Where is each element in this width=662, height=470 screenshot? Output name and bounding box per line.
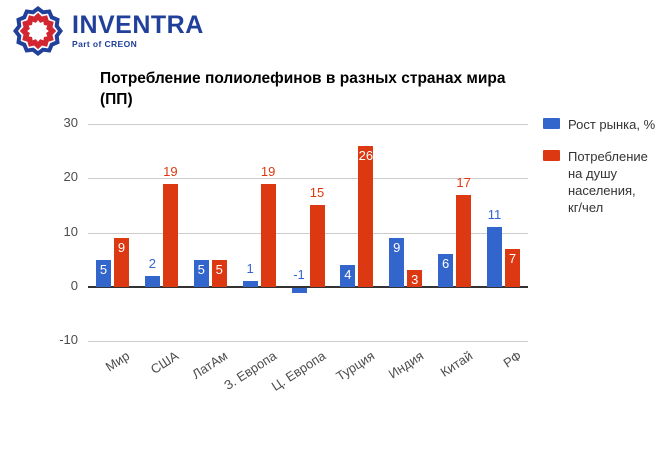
- bar-value-label: 9: [393, 239, 401, 255]
- bar-value-label: 9: [117, 239, 126, 255]
- bar[interactable]: [144, 275, 160, 287]
- gridline: [88, 285, 528, 288]
- bar[interactable]: [162, 183, 178, 287]
- bar-value-label: -1: [293, 266, 305, 282]
- gridline: [88, 232, 528, 234]
- bar-value-label: 7: [508, 250, 517, 266]
- logo-subtitle: Part of CREON: [72, 39, 138, 49]
- y-axis-tick-label: 20: [63, 169, 78, 185]
- inventra-gear-icon: [13, 6, 63, 56]
- legend-label: Рост рынка, %: [568, 117, 656, 132]
- bar[interactable]: [309, 205, 325, 287]
- bar[interactable]: [95, 259, 111, 287]
- y-axis-tick-label: 30: [63, 115, 78, 130]
- legend: Рост рынка, % Потребление на душу населен…: [543, 116, 655, 216]
- bar[interactable]: [340, 265, 356, 287]
- bar-value-label: 2: [148, 255, 156, 271]
- y-axis-tick-label: 10: [63, 223, 78, 239]
- bar[interactable]: [389, 237, 405, 287]
- y-axis-tick-label: -10: [59, 332, 78, 347]
- gridline: [88, 341, 528, 342]
- bar-value-label: 19: [163, 163, 178, 179]
- bar[interactable]: [260, 183, 276, 287]
- bar-value-label: 11: [487, 207, 502, 223]
- bar[interactable]: [456, 194, 472, 287]
- bar[interactable]: [193, 259, 209, 287]
- bar[interactable]: [358, 145, 374, 287]
- y-axis-tick-label: 0: [70, 277, 78, 293]
- plot-area: 30 20 10 0 -10 5 2 5 1 -1 4 9 6 11 9 19 5 19 15 26 3 17 7 Мир СШ…: [59, 115, 528, 394]
- logo-text-block: INVENTRA Part of CREON: [72, 11, 204, 50]
- bar[interactable]: [113, 237, 129, 287]
- bar-value-label: 26: [358, 147, 374, 163]
- logo-title: INVENTRA: [72, 11, 204, 39]
- bar[interactable]: [505, 248, 521, 287]
- bar[interactable]: [291, 287, 307, 294]
- bar-value-label: 17: [456, 174, 471, 190]
- bar-value-label: 5: [197, 261, 205, 277]
- bar[interactable]: [211, 259, 227, 287]
- bar-value-label: 19: [260, 163, 276, 179]
- chart-title-line1: Потребление полиолефинов в разных страна…: [100, 70, 506, 87]
- legend-label: Потребление на душу населения, кг/чел: [568, 149, 648, 215]
- chart-title: Потребление полиолефинов в разных страна…: [100, 68, 506, 110]
- bar-value-label: 15: [309, 185, 325, 201]
- bar-value-label: 6: [442, 256, 450, 272]
- gridline: [88, 178, 528, 180]
- legend-item-1: Потребление на душу населения, кг/чел: [543, 148, 655, 216]
- bar-value-label: 1: [246, 261, 254, 277]
- legend-item-0: Рост рынка, %: [543, 116, 655, 133]
- bar[interactable]: [407, 270, 423, 287]
- bar-value-label: 3: [411, 272, 419, 288]
- bar-value-label: 5: [215, 261, 223, 277]
- legend-swatch: [543, 118, 560, 129]
- bar[interactable]: [438, 254, 454, 287]
- bar[interactable]: [242, 281, 258, 287]
- inventra-logo: INVENTRA Part of CREON: [12, 5, 204, 57]
- legend-swatch: [543, 150, 560, 161]
- bar-value-label: 4: [344, 267, 352, 283]
- bar[interactable]: [487, 227, 503, 287]
- chart-title-line2: (ПП): [100, 91, 133, 108]
- gridline: [88, 124, 528, 125]
- bar-value-label: 5: [99, 261, 108, 277]
